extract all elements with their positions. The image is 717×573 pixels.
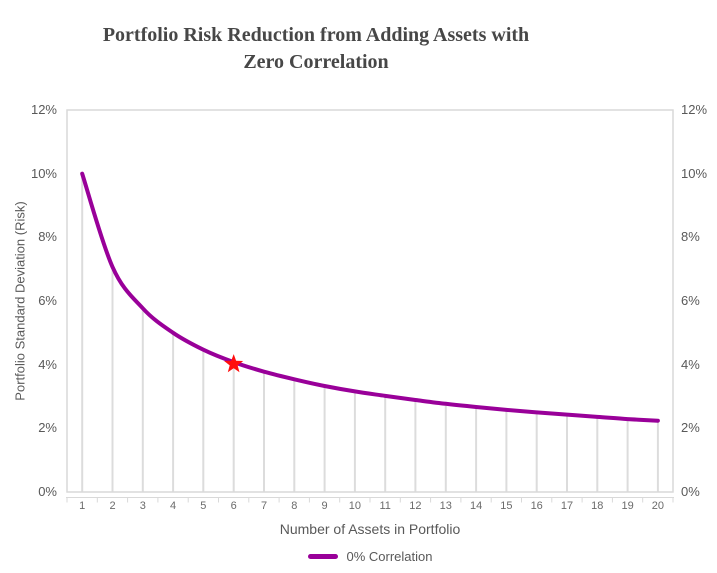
y-tick-label-right: 6% [681,293,700,308]
legend-label: 0% Correlation [346,548,433,564]
x-tick-label: 8 [291,500,298,512]
y-axis-title: Portfolio Standard Deviation (Risk) [12,201,28,401]
legend: 0% Correlation [67,547,673,565]
y-tick-label-left: 0% [38,484,57,499]
x-tick-label: 1 [79,500,86,512]
y-tick-label-right: 8% [681,229,700,245]
x-tick-label: 11 [379,500,391,512]
y-tick-label-left: 4% [38,356,57,372]
x-tick-label: 9 [321,500,328,512]
y-tick-label-left: 10% [30,165,57,181]
x-tick-label: 19 [621,500,634,512]
y-tick-label-right: 0% [681,484,700,499]
risk-curve [80,171,660,423]
y-tick-label-right: 2% [681,420,700,436]
chart-title: Portfolio Risk Reduction from Adding Ass… [0,22,632,76]
x-axis-title: Number of Assets in Portfolio [279,521,461,537]
x-tick-label: 15 [500,500,513,512]
x-tick-label: 20 [651,500,665,512]
x-tick-label: 17 [560,500,574,512]
x-tick-label: 16 [530,500,543,512]
legend-line-swatch [307,553,338,559]
x-tick-label: 5 [200,500,207,512]
y-tick-label-right: 4% [681,356,700,372]
y-tick-label-left: 6% [38,293,57,308]
x-tick-label: 2 [109,500,116,512]
y-tick-label-right: 12% [681,102,708,117]
x-tick-label: 12 [409,500,422,512]
x-tick-label: 18 [591,500,604,512]
x-tick-label: 14 [469,500,483,512]
x-tick-label: 13 [439,500,452,512]
star-marker [224,354,244,373]
chart-title-line1: Portfolio Risk Reduction from Adding Ass… [102,24,530,46]
x-tick-label: 6 [230,500,237,512]
chart-title-line2: Zero Correlation [243,51,389,73]
x-tick-label: 4 [170,500,177,512]
y-tick-label-left: 8% [38,229,57,245]
y-tick-label-left: 12% [30,102,57,117]
x-tick-label: 10 [348,500,362,512]
y-tick-label-left: 2% [38,420,57,436]
y-tick-label-right: 10% [681,165,708,181]
x-tick-label: 7 [260,500,268,512]
plot-border [66,109,674,493]
x-tick-label: 3 [139,500,146,512]
